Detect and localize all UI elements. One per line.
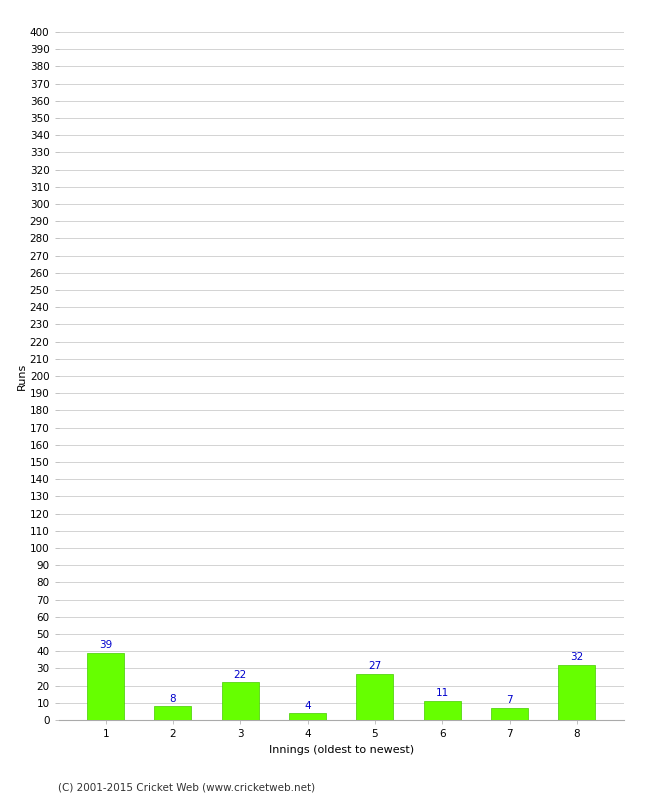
Text: 11: 11 xyxy=(436,689,449,698)
Bar xyxy=(289,713,326,720)
Text: 27: 27 xyxy=(369,661,382,671)
Text: 8: 8 xyxy=(170,694,176,704)
Bar xyxy=(222,682,259,720)
Bar xyxy=(491,708,528,720)
Text: 39: 39 xyxy=(99,640,112,650)
Text: (C) 2001-2015 Cricket Web (www.cricketweb.net): (C) 2001-2015 Cricket Web (www.cricketwe… xyxy=(58,782,316,792)
Bar xyxy=(155,706,192,720)
Bar xyxy=(558,665,595,720)
Text: 4: 4 xyxy=(304,701,311,710)
Text: 32: 32 xyxy=(570,652,584,662)
Bar xyxy=(424,701,461,720)
X-axis label: Innings (oldest to newest): Innings (oldest to newest) xyxy=(268,745,414,754)
Text: 7: 7 xyxy=(506,695,513,706)
Text: 22: 22 xyxy=(233,670,247,679)
Bar xyxy=(356,674,393,720)
Bar xyxy=(87,653,124,720)
Y-axis label: Runs: Runs xyxy=(17,362,27,390)
